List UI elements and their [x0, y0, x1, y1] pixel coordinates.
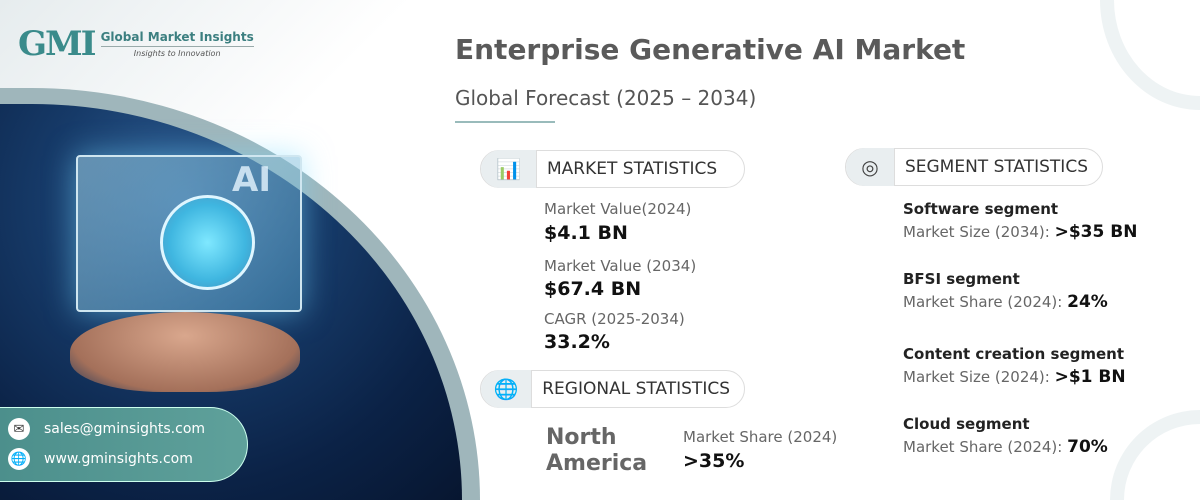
logo-name: Global Market Insights [100, 30, 254, 47]
brain-icon [160, 195, 255, 290]
segment-item: Content creation segment Market Size (20… [903, 345, 1126, 387]
segment-item: BFSI segment Market Share (2024): 24% [903, 270, 1108, 312]
logo: GMI Global Market Insights Insights to I… [18, 24, 254, 64]
market-value-2024: $4.1 BN [544, 222, 628, 244]
segment-value: >$35 BN [1054, 222, 1138, 242]
page-subtitle: Global Forecast (2025 – 2034) [455, 86, 757, 110]
region-share-label: Market Share (2024) [683, 428, 838, 446]
section-heading: SEGMENT STATISTICS [904, 157, 1088, 177]
region-name: North America [546, 425, 648, 476]
segment-value: 70% [1067, 437, 1108, 457]
segment-value: >$1 BN [1054, 367, 1126, 387]
decorative-arc [1100, 0, 1200, 110]
cagr-label: CAGR (2025-2034) [544, 310, 685, 328]
email-row[interactable]: ✉ sales@gminsights.com [8, 418, 205, 440]
segment-name: Cloud segment [903, 415, 1030, 433]
page-title: Enterprise Generative AI Market [455, 33, 966, 66]
website-row[interactable]: 🌐 www.gminsights.com [8, 448, 193, 470]
logo-tagline: Insights to Innovation [133, 49, 221, 58]
market-value-2034-label: Market Value (2034) [544, 257, 697, 275]
target-chart-icon: ◎ [846, 148, 895, 186]
logo-mark: GMI [18, 24, 97, 64]
market-statistics-header: 📊 MARKET STATISTICS [480, 150, 745, 188]
globe-icon: 🌐 [8, 448, 30, 470]
globe-pin-icon: 🌐 [481, 370, 533, 408]
regional-statistics-header: 🌐 REGIONAL STATISTICS [480, 370, 745, 408]
segment-label: Market Size (2024): [903, 368, 1050, 386]
hands-image [70, 312, 300, 392]
email-link[interactable]: sales@gminsights.com [44, 421, 206, 437]
hologram-ai-text: AI [232, 160, 271, 200]
mail-icon: ✉ [8, 418, 30, 440]
market-value-2034: $67.4 BN [544, 278, 642, 300]
segment-label: Market Size (2034): [903, 223, 1050, 241]
cagr-value: 33.2% [544, 331, 610, 353]
website-link[interactable]: www.gminsights.com [44, 451, 193, 467]
title-divider [455, 121, 555, 123]
segment-label: Market Share (2024): [903, 293, 1063, 311]
section-heading: MARKET STATISTICS [547, 159, 718, 179]
segment-item: Cloud segment Market Share (2024): 70% [903, 415, 1108, 457]
segment-name: Software segment [903, 200, 1059, 218]
segment-label: Market Share (2024): [903, 438, 1063, 456]
decorative-arc [1110, 410, 1200, 500]
section-heading: REGIONAL STATISTICS [542, 379, 730, 399]
region-share-value: >35% [683, 450, 745, 472]
segment-name: Content creation segment [903, 345, 1125, 363]
segment-statistics-header: ◎ SEGMENT STATISTICS [845, 148, 1103, 186]
market-value-2024-label: Market Value(2024) [544, 200, 692, 218]
contact-panel: ✉ sales@gminsights.com 🌐 www.gminsights.… [0, 407, 248, 482]
chart-globe-icon: 📊 [481, 150, 537, 188]
segment-item: Software segment Market Size (2034): >$3… [903, 200, 1137, 242]
segment-name: BFSI segment [903, 270, 1020, 288]
segment-value: 24% [1067, 292, 1108, 312]
